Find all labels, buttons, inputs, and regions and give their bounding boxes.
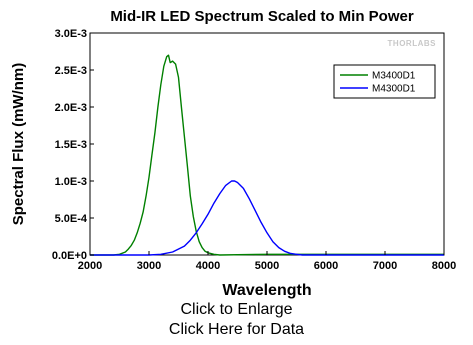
x-tick-label: 3000	[137, 260, 161, 272]
series-line-m3400d1	[90, 54, 444, 256]
enlarge-link[interactable]: Click to Enlarge	[180, 301, 293, 318]
y-axis: 0.0E+0 5.0E-4 1.0E-3 1.5E-3 2.0E-3 2.5E-3 3.0E…	[52, 28, 94, 262]
x-axis: 2000 3000 4000 5000 6000 7000 8000	[78, 251, 456, 272]
legend-box	[333, 64, 436, 99]
y-tick-label: 5.0E-4	[55, 213, 88, 225]
chart-title: Mid-IR LED Spectrum Scaled to Min Power	[110, 8, 414, 25]
x-tick-label: 2000	[78, 260, 102, 272]
x-tick-label: 7000	[373, 260, 397, 272]
thorlabs-watermark: THORLABS	[388, 39, 437, 48]
x-tick-label: 4000	[196, 260, 220, 272]
series-layer	[90, 54, 444, 256]
y-tick-label: 1.0E-3	[55, 176, 87, 188]
series-line-m4300d1	[90, 180, 444, 256]
y-tick-label: 0.0E+0	[52, 250, 87, 262]
y-tick-label: 3.0E-3	[55, 28, 87, 40]
legend: M3400D1 M4300D1	[333, 64, 436, 99]
spectrum-chart[interactable]: Mid-IR LED Spectrum Scaled to Min Power …	[0, 0, 473, 300]
y-tick-label: 1.5E-3	[55, 139, 87, 151]
y-tick-label: 2.0E-3	[55, 102, 87, 114]
y-axis-title: Spectral Flux (mW/nm)	[10, 63, 27, 226]
data-link[interactable]: Click Here for Data	[168, 321, 305, 338]
x-axis-title: Wavelength	[222, 282, 311, 299]
legend-label: M3400D1	[372, 71, 416, 82]
x-tick-label: 6000	[314, 260, 338, 272]
y-tick-label: 2.5E-3	[55, 65, 87, 77]
x-tick-label: 8000	[432, 260, 456, 272]
legend-label: M4300D1	[372, 84, 416, 95]
x-tick-label: 5000	[255, 260, 279, 272]
